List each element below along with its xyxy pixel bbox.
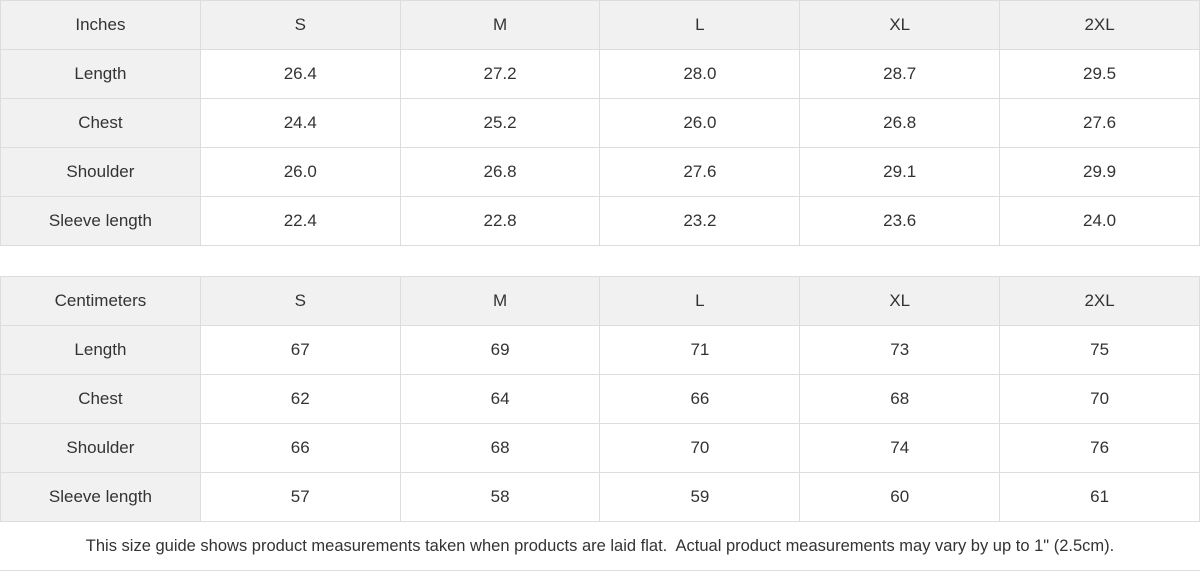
value-cell: 27.2 (399, 49, 601, 99)
value-cell: 66 (199, 423, 401, 473)
table-row: Length 26.4 27.2 28.0 28.7 29.5 (0, 49, 1200, 99)
value-cell: 61 (999, 472, 1200, 522)
value-cell: 26.4 (199, 49, 401, 99)
centimeters-size-header-2xl: 2XL (999, 276, 1200, 326)
row-label-length: Length (0, 325, 201, 375)
value-cell: 28.0 (599, 49, 801, 99)
value-cell: 69 (399, 325, 601, 375)
inches-size-header-2xl: 2XL (999, 0, 1200, 50)
row-label-chest: Chest (0, 374, 201, 424)
row-label-chest: Chest (0, 98, 201, 148)
table-row: Shoulder 66 68 70 74 76 (0, 423, 1200, 473)
value-cell: 29.5 (999, 49, 1200, 99)
value-cell: 29.9 (999, 147, 1200, 197)
inches-unit-header-cell: Inches (0, 0, 201, 50)
value-cell: 59 (599, 472, 801, 522)
value-cell: 26.0 (199, 147, 401, 197)
value-cell: 67 (199, 325, 401, 375)
value-cell: 66 (599, 374, 801, 424)
value-cell: 29.1 (799, 147, 1001, 197)
centimeters-header-row: Centimeters S M L XL 2XL (0, 276, 1200, 326)
inches-size-header-s: S (199, 0, 401, 50)
value-cell: 26.0 (599, 98, 801, 148)
centimeters-size-header-xl: XL (799, 276, 1001, 326)
centimeters-size-header-m: M (399, 276, 601, 326)
value-cell: 25.2 (399, 98, 601, 148)
centimeters-size-header-s: S (199, 276, 401, 326)
table-row: Chest 24.4 25.2 26.0 26.8 27.6 (0, 98, 1200, 148)
value-cell: 26.8 (399, 147, 601, 197)
value-cell: 64 (399, 374, 601, 424)
value-cell: 26.8 (799, 98, 1001, 148)
centimeters-unit-header-cell: Centimeters (0, 276, 201, 326)
table-row: Length 67 69 71 73 75 (0, 325, 1200, 375)
size-guide-note-text: This size guide shows product measuremen… (85, 536, 1115, 555)
table-row: Sleeve length 57 58 59 60 61 (0, 472, 1200, 522)
value-cell: 68 (399, 423, 601, 473)
row-label-shoulder: Shoulder (0, 423, 201, 473)
value-cell: 70 (999, 374, 1200, 424)
value-cell: 70 (599, 423, 801, 473)
value-cell: 27.6 (599, 147, 801, 197)
centimeters-size-header-l: L (599, 276, 801, 326)
row-label-sleeve-length: Sleeve length (0, 472, 201, 522)
value-cell: 62 (199, 374, 401, 424)
row-label-sleeve-length: Sleeve length (0, 196, 201, 246)
value-cell: 24.0 (999, 196, 1200, 246)
table-spacer (0, 246, 1200, 276)
table-row: Sleeve length 22.4 22.8 23.2 23.6 24.0 (0, 196, 1200, 246)
inches-header-row: Inches S M L XL 2XL (0, 0, 1200, 50)
value-cell: 73 (799, 325, 1001, 375)
value-cell: 23.2 (599, 196, 801, 246)
table-row: Chest 62 64 66 68 70 (0, 374, 1200, 424)
value-cell: 57 (199, 472, 401, 522)
value-cell: 75 (999, 325, 1200, 375)
row-label-shoulder: Shoulder (0, 147, 201, 197)
value-cell: 60 (799, 472, 1001, 522)
value-cell: 58 (399, 472, 601, 522)
value-cell: 22.8 (399, 196, 601, 246)
value-cell: 23.6 (799, 196, 1001, 246)
inches-size-header-l: L (599, 0, 801, 50)
centimeters-table: Centimeters S M L XL 2XL Length 67 69 71… (0, 276, 1200, 522)
inches-table: Inches S M L XL 2XL Length 26.4 27.2 28.… (0, 0, 1200, 246)
value-cell: 68 (799, 374, 1001, 424)
size-guide-note-bar: This size guide shows product measuremen… (0, 522, 1200, 571)
inches-size-header-m: M (399, 0, 601, 50)
value-cell: 76 (999, 423, 1200, 473)
value-cell: 27.6 (999, 98, 1200, 148)
value-cell: 22.4 (199, 196, 401, 246)
table-row: Shoulder 26.0 26.8 27.6 29.1 29.9 (0, 147, 1200, 197)
value-cell: 71 (599, 325, 801, 375)
value-cell: 74 (799, 423, 1001, 473)
row-label-length: Length (0, 49, 201, 99)
inches-size-header-xl: XL (799, 0, 1001, 50)
value-cell: 28.7 (799, 49, 1001, 99)
value-cell: 24.4 (199, 98, 401, 148)
